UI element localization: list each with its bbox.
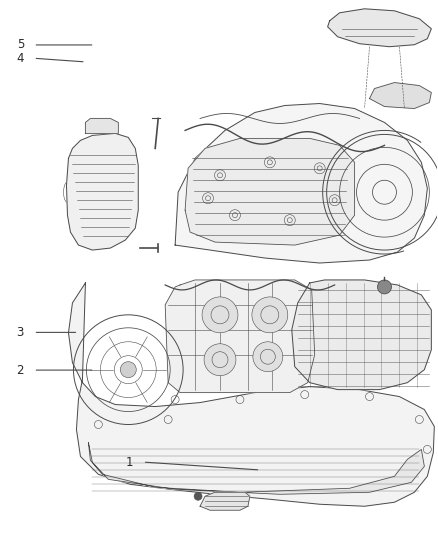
Polygon shape	[292, 280, 431, 390]
Circle shape	[252, 297, 288, 333]
Circle shape	[253, 342, 283, 372]
Circle shape	[194, 492, 202, 500]
Polygon shape	[165, 280, 314, 393]
Text: 5: 5	[17, 38, 24, 52]
Text: 2: 2	[17, 364, 24, 377]
Circle shape	[378, 280, 392, 294]
Polygon shape	[67, 133, 138, 250]
Polygon shape	[370, 83, 431, 109]
Text: 1: 1	[126, 456, 133, 469]
Text: 4: 4	[17, 52, 24, 64]
Polygon shape	[185, 139, 355, 245]
Polygon shape	[328, 9, 431, 47]
Polygon shape	[85, 118, 118, 133]
Circle shape	[204, 344, 236, 376]
Polygon shape	[68, 283, 434, 506]
Circle shape	[202, 297, 238, 333]
Polygon shape	[200, 492, 250, 510]
Polygon shape	[175, 103, 427, 263]
Text: 3: 3	[17, 326, 24, 339]
Polygon shape	[88, 442, 424, 494]
Circle shape	[120, 362, 136, 378]
